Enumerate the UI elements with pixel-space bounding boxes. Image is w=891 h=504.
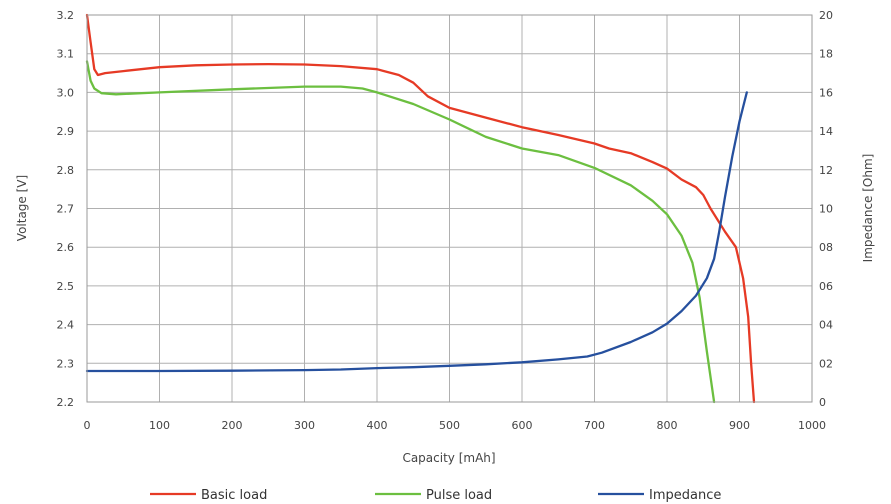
y2-tick-label: 20 <box>819 9 833 22</box>
grid-layer <box>87 15 812 402</box>
y-tick-label: 2.9 <box>57 125 75 138</box>
y-tick-label: 2.3 <box>57 357 75 370</box>
x-tick-label: 800 <box>657 419 678 432</box>
series-line-basic-load <box>85 13 756 404</box>
y-tick-label: 2.7 <box>57 203 75 216</box>
y2-tick-label: 10 <box>819 203 833 216</box>
legend-label: Impedance <box>649 488 721 503</box>
y-tick-label: 2.6 <box>57 241 75 254</box>
y-axis-title: Voltage [V] <box>15 175 29 241</box>
y2-tick-label: 04 <box>819 319 833 332</box>
x-tick-label: 500 <box>439 419 460 432</box>
y2-tick-label: 0 <box>819 396 826 409</box>
x-tick-label: 600 <box>512 419 533 432</box>
y-tick-label: 2.5 <box>57 280 75 293</box>
x-tick-label: 300 <box>294 419 315 432</box>
y-tick-label: 2.8 <box>57 164 75 177</box>
y-tick-label: 3.0 <box>57 86 75 99</box>
legend-label: Basic load <box>201 488 267 503</box>
tick-layer: 0 100 200 300 400 500 600 700 800 900 10002.22.32.… <box>57 9 834 432</box>
legend-label: Pulse load <box>426 488 492 503</box>
y2-tick-label: 06 <box>819 280 833 293</box>
x-tick-label: 100 <box>149 419 170 432</box>
y2-tick-label: 14 <box>819 125 833 138</box>
y-tick-label: 3.2 <box>57 9 75 22</box>
y2-tick-label: 02 <box>819 357 833 370</box>
y-tick-label: 2.4 <box>57 319 75 332</box>
y2-tick-label: 12 <box>819 164 833 177</box>
x-tick-label: 1000 <box>798 419 826 432</box>
plot-frame <box>86 14 813 403</box>
series-line-pulse-load <box>85 60 716 404</box>
y2-tick-label: 08 <box>819 241 833 254</box>
x-tick-label: 400 <box>367 419 388 432</box>
y2-tick-label: 18 <box>819 48 833 61</box>
x-tick-label: 900 <box>729 419 750 432</box>
y2-tick-label: 16 <box>819 86 833 99</box>
x-tick-label: 200 <box>222 419 243 432</box>
x-tick-label: 700 <box>584 419 605 432</box>
x-tick-label: 0 <box>84 419 91 432</box>
y-tick-label: 3.1 <box>57 48 75 61</box>
y-tick-label: 2.2 <box>57 396 75 409</box>
y2-axis-title: Impedance [Ohm] <box>861 154 875 263</box>
series-line-impedance <box>85 91 748 373</box>
series-layer <box>85 13 756 404</box>
x-axis-title: Capacity [mAh] <box>402 451 495 465</box>
legend: Basic load Pulse load Impedance <box>150 488 721 503</box>
